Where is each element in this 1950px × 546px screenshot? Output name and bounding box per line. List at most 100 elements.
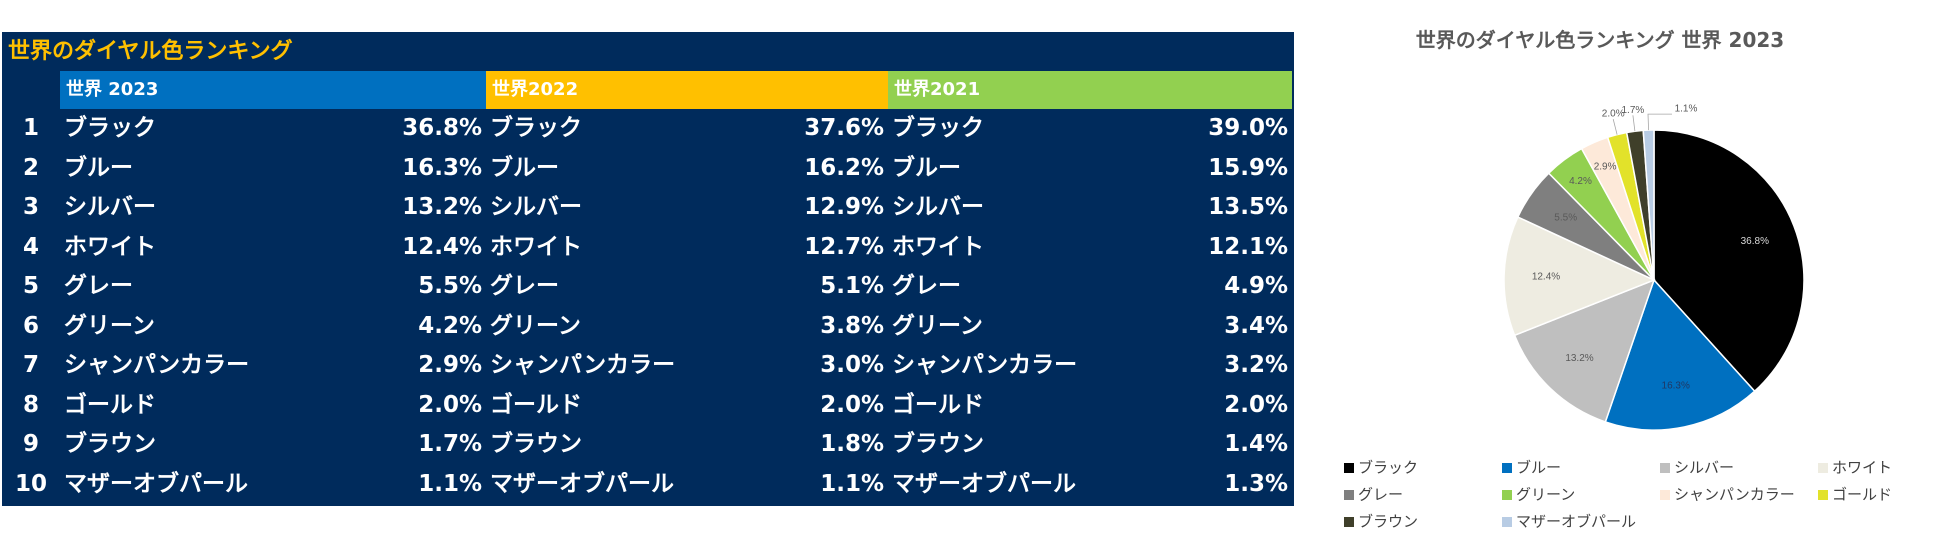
legend-swatch	[1502, 489, 1512, 500]
rank-cell: 1	[22, 115, 39, 141]
legend-item: シルバー	[1660, 456, 1734, 478]
legend-swatch	[1660, 489, 1670, 500]
percentage-cell: 3.0%	[820, 352, 884, 378]
percentage-cell: 1.4%	[1224, 431, 1288, 457]
color-name-cell: グレー	[490, 273, 559, 299]
legend-swatch	[1502, 462, 1512, 473]
color-name-cell: ホワイト	[892, 233, 984, 260]
percentage-cell: 13.5%	[1208, 194, 1288, 220]
color-name-cell: ブルー	[892, 154, 961, 181]
color-name-cell: ブラウン	[64, 431, 156, 457]
legend-swatch	[1818, 489, 1828, 500]
legend-label: ブラウン	[1358, 512, 1419, 531]
leader-line	[1632, 115, 1636, 132]
color-name-cell: グリーン	[64, 312, 155, 339]
color-name-cell: ブラック	[490, 115, 582, 141]
legend-label: グリーン	[1516, 485, 1576, 504]
ranking-table: 世界のダイヤル色ランキング 世界 2023 世界2022 世界2021 1 ブラック 3…	[2, 32, 1294, 506]
percentage-cell: 39.0%	[1208, 115, 1288, 141]
rank-cell: 9	[22, 431, 39, 457]
legend-swatch	[1660, 462, 1670, 473]
legend-label: ブラック	[1358, 458, 1419, 477]
percentage-cell: 3.8%	[820, 312, 884, 339]
legend-item: ブラック	[1344, 456, 1418, 478]
color-name-cell: ホワイト	[64, 233, 156, 260]
percentage-cell: 3.2%	[1224, 352, 1288, 378]
table-row: 9 ブラウン 1.7% ブラウン 1.8% ブラウン 1.4%	[2, 425, 1294, 464]
table-row: 2 ブルー 16.3% ブルー 16.2% ブルー 15.9%	[2, 149, 1294, 188]
table-title: 世界のダイヤル色ランキング	[8, 39, 293, 64]
color-name-cell: シルバー	[892, 194, 984, 220]
legend-label: ブルー	[1516, 458, 1562, 477]
percentage-cell: 16.2%	[804, 154, 884, 181]
color-name-cell: シャンパンカラー	[892, 352, 1078, 378]
percentage-cell: 2.9%	[418, 352, 482, 378]
rank-cell: 5	[22, 273, 39, 299]
color-name-cell: ゴールド	[892, 391, 984, 418]
color-name-cell: マザーオブパール	[490, 470, 674, 497]
table-row: 8 ゴールド 2.0% ゴールド 2.0% ゴールド 2.0%	[2, 386, 1294, 425]
color-name-cell: シャンパンカラー	[64, 352, 250, 378]
color-name-cell: マザーオブパール	[892, 470, 1076, 497]
year-header-3: 世界2021	[888, 71, 1292, 109]
legend-swatch	[1818, 462, 1828, 473]
percentage-cell: 16.3%	[402, 154, 482, 181]
percentage-cell: 1.1%	[418, 470, 482, 497]
pie-data-label: 12.4%	[1532, 272, 1560, 283]
pie-data-label: 36.8%	[1741, 236, 1769, 247]
pie-data-label: 2.9%	[1594, 162, 1617, 173]
percentage-cell: 5.1%	[820, 273, 884, 299]
pie-data-label: 4.2%	[1569, 176, 1592, 187]
legend-item: グレー	[1344, 483, 1403, 505]
legend-swatch	[1502, 516, 1512, 527]
color-name-cell: ゴールド	[64, 391, 156, 418]
percentage-cell: 12.1%	[1208, 233, 1288, 260]
color-name-cell: ブラック	[64, 115, 156, 141]
pie-data-label: 16.3%	[1662, 380, 1690, 391]
year-header-1: 世界 2023	[60, 71, 486, 109]
pie-data-label: 5.5%	[1554, 213, 1577, 224]
color-name-cell: ゴールド	[490, 391, 582, 418]
legend-item: シャンパンカラー	[1660, 483, 1795, 505]
legend-label: マザーオブパール	[1516, 512, 1637, 531]
legend-swatch	[1344, 516, 1354, 527]
pie-data-label: 1.1%	[1675, 104, 1698, 115]
percentage-cell: 2.0%	[1224, 391, 1288, 418]
pie-data-label: 2.0%	[1602, 109, 1625, 120]
color-name-cell: ブラウン	[892, 431, 984, 457]
chart-title: 世界のダイヤル色ランキング 世界 2023	[1415, 28, 1785, 52]
legend-label: シルバー	[1674, 458, 1735, 477]
pie-data-label: 13.2%	[1565, 353, 1593, 364]
percentage-cell: 15.9%	[1208, 154, 1288, 181]
pie-slice	[1653, 129, 1805, 393]
color-name-cell: ホワイト	[490, 233, 582, 260]
table-row: 1 ブラック 36.8% ブラック 37.6% ブラック 39.0%	[2, 109, 1294, 148]
color-name-cell: ブラック	[892, 115, 984, 141]
color-name-cell: グリーン	[892, 312, 983, 339]
percentage-cell: 12.9%	[804, 194, 884, 220]
rank-cell: 4	[22, 233, 39, 260]
legend-item: マザーオブパール	[1502, 510, 1636, 532]
legend-label: シャンパンカラー	[1674, 485, 1795, 504]
color-name-cell: シャンパンカラー	[490, 352, 676, 378]
rank-cell: 3	[22, 194, 39, 220]
legend-item: グリーン	[1502, 483, 1575, 505]
legend-item: ホワイト	[1818, 456, 1892, 478]
percentage-cell: 2.0%	[820, 391, 884, 418]
percentage-cell: 4.2%	[418, 312, 482, 339]
legend-label: ホワイト	[1832, 458, 1893, 477]
year-header-2: 世界2022	[486, 71, 888, 109]
percentage-cell: 2.0%	[418, 391, 482, 418]
rank-cell: 2	[22, 154, 39, 181]
percentage-cell: 3.4%	[1224, 312, 1288, 339]
color-name-cell: シルバー	[64, 194, 156, 220]
legend-item: ブルー	[1502, 456, 1561, 478]
color-name-cell: グレー	[64, 273, 133, 299]
color-name-cell: シルバー	[490, 194, 582, 220]
percentage-cell: 1.7%	[418, 431, 482, 457]
color-name-cell: グリーン	[490, 312, 581, 339]
table-row: 3 シルバー 13.2% シルバー 12.9% シルバー 13.5%	[2, 188, 1294, 227]
color-name-cell: マザーオブパール	[64, 470, 248, 497]
table-row: 5 グレー 5.5% グレー 5.1% グレー 4.9%	[2, 267, 1294, 306]
table-row: 7 シャンパンカラー 2.9% シャンパンカラー 3.0% シャンパンカラー 3.2%	[2, 346, 1294, 385]
